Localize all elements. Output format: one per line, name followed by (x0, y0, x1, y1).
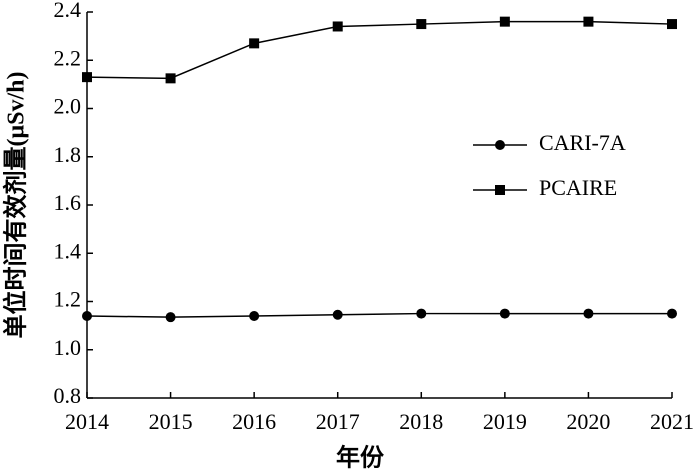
series-line (86, 312, 672, 318)
y-tick-label: 1.0 (54, 335, 82, 360)
marker (416, 308, 427, 319)
marker (165, 312, 176, 323)
marker (82, 72, 92, 83)
y-tick-label: 1.8 (54, 142, 82, 167)
y-tick-label: 1.4 (54, 238, 82, 263)
y-tick-label: 2.0 (54, 94, 82, 119)
marker (332, 309, 343, 320)
marker (495, 185, 505, 195)
y-tick-label: 1.6 (54, 190, 82, 215)
x-tick-label: 2015 (149, 409, 193, 434)
x-tick-label: 2014 (65, 409, 109, 434)
y-tick-label: 1.2 (54, 287, 82, 312)
y-tick-label: 0.8 (54, 383, 82, 408)
x-axis-label: 年份 (336, 444, 385, 472)
x-tick-label: 2016 (232, 409, 276, 434)
marker (499, 308, 510, 319)
y-axis-label: 单位时间有效剂量(μSv/h) (2, 72, 30, 339)
series-line (86, 20, 673, 80)
marker (495, 140, 505, 150)
x-tick-label: 2019 (483, 409, 527, 434)
marker (82, 310, 92, 321)
marker (416, 19, 427, 30)
marker (165, 73, 176, 84)
y-tick-label: 2.4 (54, 0, 82, 22)
x-tick-label: 2021 (650, 409, 694, 434)
x-tick-label: 2018 (399, 409, 443, 434)
marker (667, 308, 677, 319)
marker (667, 19, 677, 30)
legend-label: PCAIRE (539, 175, 617, 200)
y-tick-label: 2.2 (54, 45, 82, 70)
marker (249, 310, 260, 321)
marker (583, 308, 594, 319)
x-tick-label: 2020 (566, 409, 610, 434)
marker (332, 21, 343, 32)
x-tick-label: 2017 (316, 409, 360, 434)
legend-label: CARI-7A (539, 130, 626, 155)
marker (499, 16, 510, 27)
marker (583, 16, 594, 27)
marker (249, 38, 260, 49)
